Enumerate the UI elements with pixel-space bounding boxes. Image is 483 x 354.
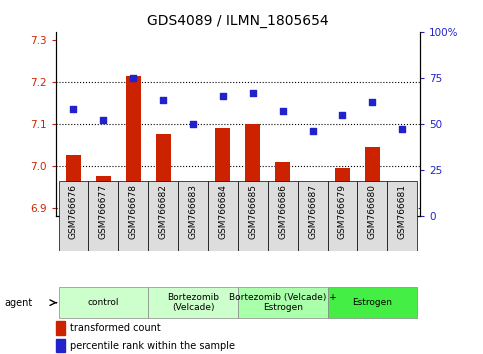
Bar — [185, 189, 200, 216]
Text: GSM766676: GSM766676 — [69, 184, 78, 239]
Text: GSM766684: GSM766684 — [218, 184, 227, 239]
Text: transformed count: transformed count — [70, 323, 161, 333]
Text: Bortezomib
(Velcade): Bortezomib (Velcade) — [167, 293, 219, 312]
Bar — [305, 201, 320, 216]
Text: GSM766683: GSM766683 — [188, 184, 198, 239]
Bar — [156, 135, 170, 216]
FancyBboxPatch shape — [327, 287, 417, 318]
Point — [189, 121, 197, 127]
Bar — [335, 168, 350, 216]
FancyBboxPatch shape — [327, 181, 357, 251]
Text: GSM766682: GSM766682 — [158, 184, 168, 239]
FancyBboxPatch shape — [238, 287, 327, 318]
Point — [339, 112, 346, 118]
FancyBboxPatch shape — [357, 181, 387, 251]
FancyBboxPatch shape — [387, 181, 417, 251]
Text: GSM766687: GSM766687 — [308, 184, 317, 239]
Bar — [245, 124, 260, 216]
Text: GSM766677: GSM766677 — [99, 184, 108, 239]
Bar — [215, 128, 230, 216]
Point — [129, 75, 137, 81]
FancyBboxPatch shape — [118, 181, 148, 251]
FancyBboxPatch shape — [178, 181, 208, 251]
Text: GSM766685: GSM766685 — [248, 184, 257, 239]
Text: Bortezomib (Velcade) +
Estrogen: Bortezomib (Velcade) + Estrogen — [229, 293, 337, 312]
Point — [279, 108, 286, 114]
FancyBboxPatch shape — [58, 287, 148, 318]
Bar — [275, 161, 290, 216]
Title: GDS4089 / ILMN_1805654: GDS4089 / ILMN_1805654 — [147, 14, 329, 28]
FancyBboxPatch shape — [88, 181, 118, 251]
Bar — [96, 176, 111, 216]
Bar — [66, 155, 81, 216]
Bar — [56, 321, 65, 335]
FancyBboxPatch shape — [268, 181, 298, 251]
Text: percentile rank within the sample: percentile rank within the sample — [70, 341, 235, 350]
Point — [70, 106, 77, 112]
FancyBboxPatch shape — [208, 181, 238, 251]
Bar — [395, 204, 410, 216]
Text: GSM766686: GSM766686 — [278, 184, 287, 239]
Text: GSM766680: GSM766680 — [368, 184, 377, 239]
FancyBboxPatch shape — [298, 181, 327, 251]
Point — [219, 93, 227, 99]
Text: control: control — [87, 298, 119, 307]
Text: GSM766678: GSM766678 — [129, 184, 138, 239]
FancyBboxPatch shape — [238, 181, 268, 251]
Text: Estrogen: Estrogen — [353, 298, 392, 307]
FancyBboxPatch shape — [148, 287, 238, 318]
Point — [99, 118, 107, 123]
Point — [309, 129, 316, 134]
Point — [398, 127, 406, 132]
Text: GSM766679: GSM766679 — [338, 184, 347, 239]
FancyBboxPatch shape — [58, 181, 88, 251]
Bar — [365, 147, 380, 216]
Point — [249, 90, 256, 96]
Bar — [56, 339, 65, 352]
Text: agent: agent — [5, 298, 33, 308]
Point — [159, 97, 167, 103]
Point — [369, 99, 376, 105]
Text: GSM766681: GSM766681 — [398, 184, 407, 239]
FancyBboxPatch shape — [148, 181, 178, 251]
Bar — [126, 76, 141, 216]
